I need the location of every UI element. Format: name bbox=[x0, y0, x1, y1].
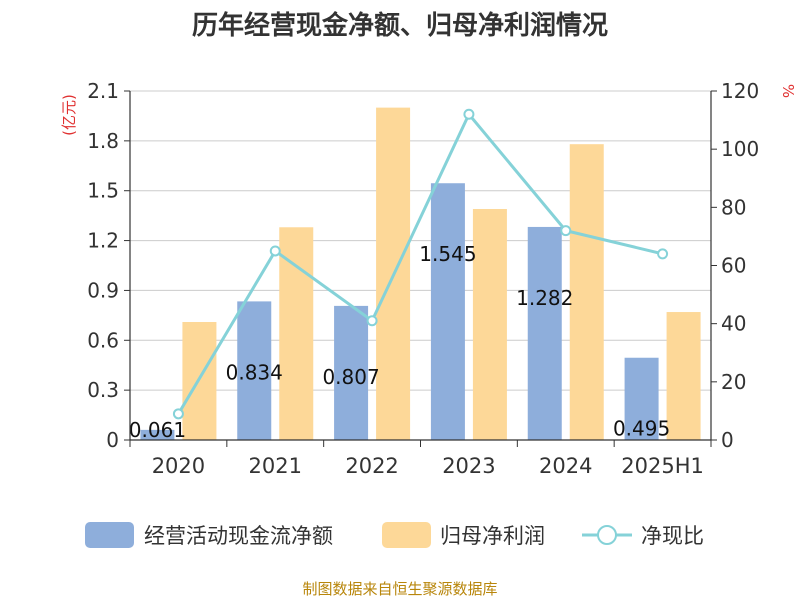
legend-label-cashflow: 经营活动现金流净额 bbox=[144, 524, 333, 548]
left-axis-unit: (亿元) bbox=[60, 94, 78, 136]
ratio-point bbox=[269, 245, 281, 257]
bar-cashflow bbox=[624, 357, 659, 440]
left-tick-label: 0 bbox=[106, 428, 119, 452]
source-note: 制图数据来自恒生聚源数据库 bbox=[302, 580, 497, 598]
x-tick-label: 2021 bbox=[249, 454, 302, 478]
chart-title: 历年经营现金净额、归母净利润情况 bbox=[192, 10, 608, 41]
x-tick-label: 2025H1 bbox=[621, 454, 704, 478]
left-tick-label: 0.9 bbox=[87, 278, 119, 302]
left-tick-label: 1.5 bbox=[87, 179, 119, 203]
left-tick-label: 1.2 bbox=[87, 229, 119, 253]
ratio-point bbox=[172, 408, 184, 420]
bar-netprofit bbox=[569, 144, 604, 440]
ratio-point bbox=[463, 108, 475, 120]
legend-marker-ratio bbox=[597, 525, 617, 545]
left-tick-label: 0.6 bbox=[87, 328, 119, 352]
ratio-point bbox=[366, 315, 378, 327]
right-tick-label: 60 bbox=[721, 254, 746, 278]
left-tick-label: 0.3 bbox=[87, 378, 119, 402]
bar-netprofit bbox=[279, 227, 314, 440]
bar-netprofit bbox=[666, 312, 701, 440]
bar-cashflow bbox=[140, 429, 175, 440]
legend-swatch-netprofit bbox=[382, 522, 431, 548]
left-tick-label: 2.1 bbox=[87, 79, 119, 103]
legend-label-netprofit: 归母净利润 bbox=[440, 524, 545, 548]
right-tick-label: 80 bbox=[721, 195, 746, 219]
ratio-line bbox=[177, 111, 663, 415]
right-tick-label: 100 bbox=[721, 137, 759, 161]
right-tick-label: 120 bbox=[721, 79, 759, 103]
left-tick-label: 1.8 bbox=[87, 129, 119, 153]
gridlines bbox=[130, 90, 711, 391]
axes: 0 0.3 0.6 0.9 1.2 1.5 1.8 2.1 0 20 40 60 80 100 120 (亿元… bbox=[60, 79, 797, 478]
right-tick-label: 0 bbox=[721, 428, 734, 452]
right-tick-label: 20 bbox=[721, 370, 746, 394]
bar-cashflow bbox=[237, 301, 272, 440]
bar-value-label: 0.807 bbox=[322, 365, 379, 389]
bars bbox=[140, 107, 701, 440]
bar-value-label: 0.061 bbox=[129, 418, 186, 442]
bar-cashflow bbox=[527, 226, 562, 440]
ratio-line-series bbox=[172, 108, 669, 420]
right-tick-label: 40 bbox=[721, 312, 746, 336]
x-tick-label: 2023 bbox=[442, 454, 495, 478]
ratio-point bbox=[560, 225, 572, 237]
bar-value-label: 1.282 bbox=[516, 286, 573, 310]
bar-value-label: 0.495 bbox=[613, 417, 670, 441]
bar-value-label: 1.545 bbox=[419, 242, 476, 266]
x-tick-label: 2022 bbox=[345, 454, 398, 478]
bar-cashflow bbox=[334, 305, 369, 440]
ratio-point bbox=[657, 248, 669, 260]
right-axis-unit: % bbox=[779, 84, 797, 98]
legend-label-ratio: 净现比 bbox=[641, 524, 704, 548]
x-tick-label: 2024 bbox=[539, 454, 592, 478]
bar-netprofit bbox=[472, 208, 507, 440]
x-tick-label: 2020 bbox=[152, 454, 205, 478]
legend-swatch-cashflow bbox=[85, 522, 134, 548]
bar-labels: 0.061 0.834 0.807 1.545 1.282 0.495 bbox=[129, 242, 670, 442]
bar-value-label: 0.834 bbox=[226, 360, 283, 384]
bar-cashflow bbox=[430, 183, 465, 440]
legend: 经营活动现金流净额 归母净利润 净现比 bbox=[85, 522, 704, 548]
